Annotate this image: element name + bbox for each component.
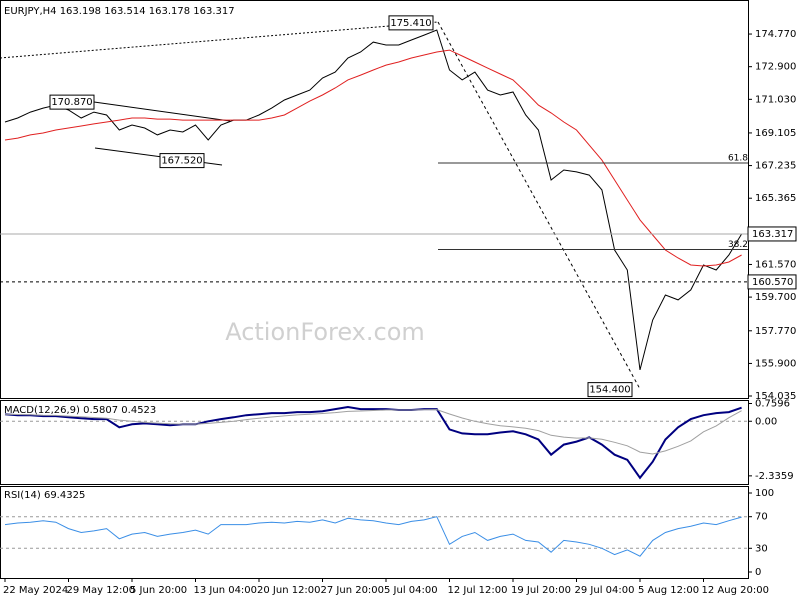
price-title: EURJPY,H4 163.198 163.514 163.178 163.31… <box>4 6 235 17</box>
y-tick-label: 0.00 <box>755 416 777 427</box>
rsi-pane <box>0 486 749 579</box>
macd-title: MACD(12,26,9) 0.5807 0.4523 <box>4 405 156 416</box>
annotation-label: 154.400 <box>589 385 630 396</box>
fib-label: 61.8 <box>728 154 748 164</box>
rsi-title: RSI(14) 69.4325 <box>4 490 85 501</box>
y-tick-label: 171.030 <box>755 94 796 105</box>
y-tick-label: 169.105 <box>755 128 796 139</box>
x-tick-label: 5 Jul 04:00 <box>384 585 438 596</box>
price-tag-label: 163.317 <box>752 229 793 240</box>
macd-pane <box>0 400 749 485</box>
x-tick-label: 12 Aug 20:00 <box>702 585 769 596</box>
watermark: ActionForex.com <box>225 318 425 346</box>
y-tick-label: 157.770 <box>755 326 796 337</box>
y-tick-label: 155.900 <box>755 358 796 369</box>
price-tag <box>747 226 797 242</box>
y-tick-label: 165.365 <box>755 193 796 204</box>
series-line <box>4 29 743 371</box>
series-line <box>4 49 742 267</box>
annotation-label: 167.520 <box>161 156 202 167</box>
price-pane <box>0 0 749 399</box>
x-tick-label: 19 Jul 20:00 <box>511 585 571 596</box>
price-tag-label: 160.570 <box>752 277 793 288</box>
x-tick-label: 5 Jun 20:00 <box>130 585 187 596</box>
series-line <box>4 405 742 480</box>
y-tick-label: 174.770 <box>755 29 796 40</box>
annotation-box <box>388 15 434 31</box>
annotation-box <box>159 153 205 169</box>
x-tick-label: 29 Jul 04:00 <box>575 585 635 596</box>
trend-line <box>437 21 641 390</box>
y-tick-label: -2.3359 <box>755 471 794 482</box>
annotation-label: 175.410 <box>390 18 431 29</box>
y-tick-label: 161.570 <box>755 259 796 270</box>
y-tick-label: 30 <box>755 543 768 554</box>
x-tick-label: 13 Jun 04:00 <box>194 585 258 596</box>
channel-line <box>93 101 231 122</box>
trend-line <box>0 21 439 59</box>
y-tick-label: 0.7596 <box>755 398 790 409</box>
series-line <box>4 409 742 455</box>
y-tick-label: 154.035 <box>755 391 796 402</box>
y-tick-label: 70 <box>755 512 768 523</box>
y-tick-label: 0 <box>755 567 761 578</box>
annotation-box <box>587 382 633 398</box>
price-tag <box>747 274 797 290</box>
y-tick-label: 167.235 <box>755 161 796 172</box>
x-tick-label: 12 Jul 12:00 <box>448 585 508 596</box>
annotation-box <box>49 94 95 110</box>
fib-label: 38.2 <box>728 240 748 250</box>
y-tick-label: 100 <box>755 488 774 499</box>
x-tick-label: 20 Jun 12:00 <box>257 585 321 596</box>
x-tick-label: 22 May 2024 <box>3 585 68 596</box>
series-line <box>4 516 742 557</box>
x-tick-label: 29 May 12:00 <box>67 585 136 596</box>
y-tick-label: 172.900 <box>755 62 796 73</box>
x-tick-label: 5 Aug 12:00 <box>638 585 699 596</box>
x-tick-label: 27 Jun 20:00 <box>321 585 385 596</box>
annotation-label: 170.870 <box>51 97 92 108</box>
y-tick-label: 159.700 <box>755 292 796 303</box>
